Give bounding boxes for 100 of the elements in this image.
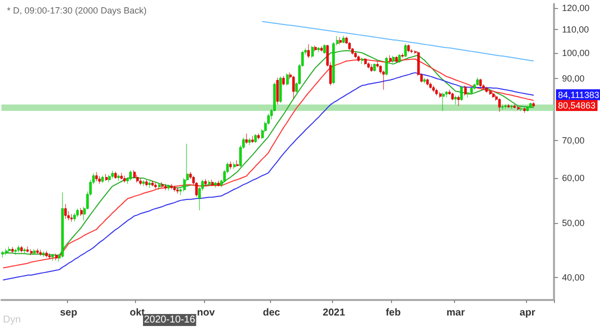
y-tick-label: 60,00 <box>562 173 585 184</box>
candlestick <box>167 184 170 191</box>
candlestick <box>282 76 285 86</box>
candlestick <box>173 185 176 192</box>
candlestick <box>470 87 473 95</box>
candlestick <box>279 76 282 104</box>
y-tick-label: 100,00 <box>562 48 590 58</box>
candlestick <box>513 104 516 108</box>
candlestick <box>76 208 79 218</box>
candlestick <box>357 55 360 62</box>
candlestick <box>33 248 36 255</box>
candlestick <box>435 88 438 96</box>
candlestick <box>208 180 211 187</box>
candlestick <box>95 172 98 182</box>
candlestick <box>476 77 479 86</box>
candlestick <box>123 175 126 183</box>
candlestick <box>454 95 457 105</box>
candlestick <box>61 192 64 258</box>
candlestick <box>20 246 23 253</box>
candlestick <box>108 174 111 182</box>
y-tick-label: 70,00 <box>562 135 585 146</box>
candlestick <box>120 172 123 180</box>
candlestick <box>385 56 388 76</box>
candlestick <box>248 138 251 146</box>
candlestick <box>526 106 529 112</box>
x-tick-label: dec <box>262 308 281 318</box>
candlestick <box>354 52 357 58</box>
x-tick-label: mar <box>446 308 465 318</box>
candlestick <box>80 208 83 216</box>
candlestick <box>307 44 310 58</box>
y-tick-label: 40,00 <box>562 272 585 283</box>
candlestick <box>36 248 39 254</box>
candlestick <box>45 250 48 258</box>
candlestick <box>70 214 73 222</box>
candlestick <box>233 162 236 170</box>
candlestick <box>370 64 373 72</box>
candlestick <box>460 86 463 102</box>
candlestick <box>14 248 17 255</box>
x-tick-label: feb <box>386 308 401 318</box>
candlestick <box>254 134 257 144</box>
candlestick <box>451 92 454 101</box>
candlestick <box>48 252 51 260</box>
text: 84,111383 <box>558 90 600 100</box>
candlestick <box>229 161 232 170</box>
candlestick <box>111 170 114 179</box>
candlestick <box>26 246 29 253</box>
candlestick <box>523 107 526 114</box>
candlestick <box>364 58 367 66</box>
candlestick <box>457 95 460 106</box>
candlestick <box>317 46 320 53</box>
candlestick <box>464 85 467 96</box>
candlestick <box>114 171 117 180</box>
candlestick <box>439 92 442 98</box>
candlestick <box>501 104 504 110</box>
y-tick-label: 110,00 <box>562 24 589 34</box>
x-tick-label: apr <box>520 308 536 318</box>
candlestick <box>323 44 326 54</box>
candlestick <box>211 179 214 186</box>
candlestick <box>8 246 11 254</box>
candlestick <box>404 43 407 58</box>
text: 80,54863 <box>558 100 596 110</box>
candlestick <box>432 85 435 92</box>
candlestick <box>1 250 4 258</box>
candlestick <box>373 63 376 72</box>
candlestick <box>286 72 289 86</box>
candlestick <box>161 182 164 188</box>
candlestick <box>389 54 392 64</box>
candlestick <box>367 62 370 69</box>
candlestick <box>139 178 142 186</box>
candlestick <box>133 170 136 179</box>
candlestick <box>314 45 317 52</box>
candlestick <box>498 98 501 112</box>
candlestick <box>485 86 488 93</box>
candlestick <box>5 248 8 256</box>
candlestick <box>51 254 54 262</box>
candlestick <box>532 102 535 108</box>
candlestick <box>101 175 104 184</box>
candlestick <box>489 90 492 96</box>
x-tick-label: okt <box>130 308 146 318</box>
candlestick <box>392 55 395 64</box>
candlestick <box>251 136 254 144</box>
candlestick <box>429 82 432 89</box>
candlestick <box>30 248 33 256</box>
candlestick <box>105 174 108 182</box>
candlestick <box>42 251 45 258</box>
candlestick <box>158 183 161 190</box>
x-tick-label: nov <box>197 308 216 318</box>
candlestick <box>245 133 248 144</box>
candlestick <box>361 57 364 64</box>
candlestick <box>426 78 429 86</box>
candlestick <box>442 92 445 112</box>
candlestick <box>407 44 410 53</box>
candlestick <box>73 212 76 222</box>
candlestick <box>398 54 401 64</box>
candlestick <box>423 78 426 84</box>
candlestick <box>342 35 345 44</box>
candlestick <box>151 180 154 187</box>
y-tick-label: 50,00 <box>562 218 585 228</box>
candlestick <box>23 248 26 254</box>
x-tick-label: 2021 <box>322 308 346 318</box>
